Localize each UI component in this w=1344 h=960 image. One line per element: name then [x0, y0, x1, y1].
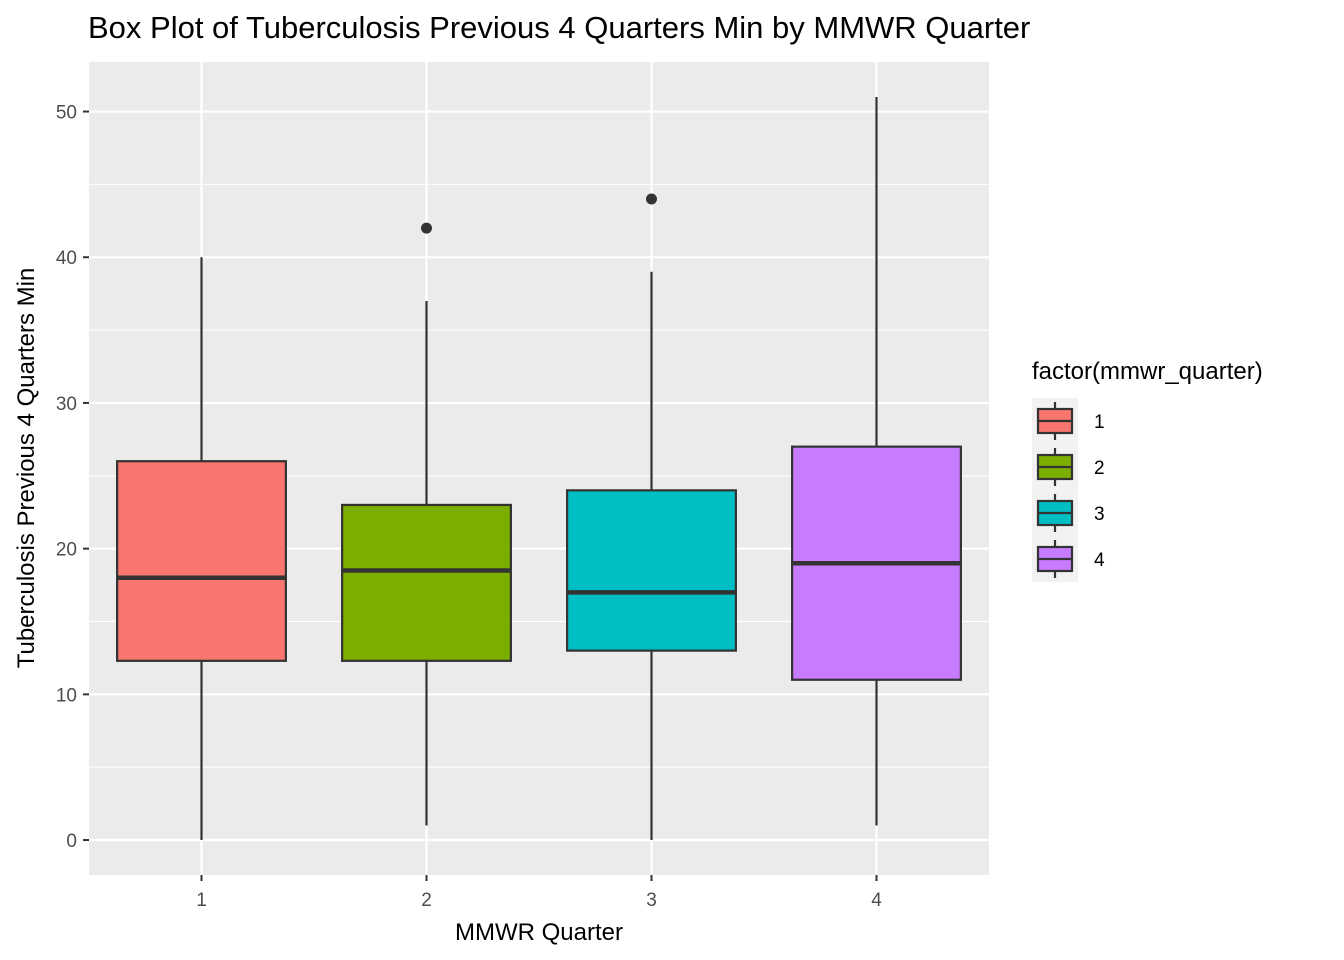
legend-key-4: 4	[1032, 536, 1105, 582]
box-2	[341, 222, 512, 826]
box-iqr	[341, 503, 512, 662]
x-tick-label: 1	[196, 890, 207, 911]
legend-label: 1	[1094, 412, 1105, 433]
boxes	[116, 96, 962, 841]
legend-label: 2	[1094, 458, 1105, 479]
x-tick-label: 2	[421, 890, 432, 911]
outlier-point	[646, 193, 657, 205]
y-tick-label: 10	[56, 685, 77, 706]
legend-keys: 1 2 3 4	[1032, 398, 1105, 582]
x-axis: 1 2 3 4	[196, 875, 882, 911]
legend-key-1: 1	[1032, 398, 1105, 444]
legend-title: factor(mmwr_quarter)	[1032, 358, 1263, 385]
y-tick-label: 20	[56, 540, 77, 561]
legend-key-2: 2	[1032, 444, 1105, 490]
legend-label: 4	[1094, 550, 1105, 571]
legend-key-3: 3	[1032, 490, 1105, 536]
y-tick-label: 30	[56, 394, 77, 415]
box-4	[791, 96, 962, 826]
legend-label: 3	[1094, 504, 1105, 525]
y-axis: 0 10 20 30 40 50	[56, 103, 89, 852]
y-tick-label: 40	[56, 248, 77, 269]
box-iqr	[566, 489, 737, 652]
chart-title: Box Plot of Tuberculosis Previous 4 Quar…	[88, 10, 1030, 45]
legend: factor(mmwr_quarter) 1 2 3 4	[1032, 358, 1263, 582]
box-1	[116, 257, 287, 841]
y-tick-label: 50	[56, 103, 77, 124]
plot-panel	[89, 62, 989, 875]
x-axis-title: MMWR Quarter	[455, 919, 623, 946]
y-tick-label: 0	[66, 831, 77, 852]
x-tick-label: 3	[646, 890, 657, 911]
x-tick-label: 4	[871, 890, 882, 911]
y-axis-title: Tuberculosis Previous 4 Quarters Min	[13, 268, 40, 669]
box-3	[566, 193, 737, 841]
outlier-point	[421, 222, 432, 234]
box-iqr	[116, 460, 287, 662]
